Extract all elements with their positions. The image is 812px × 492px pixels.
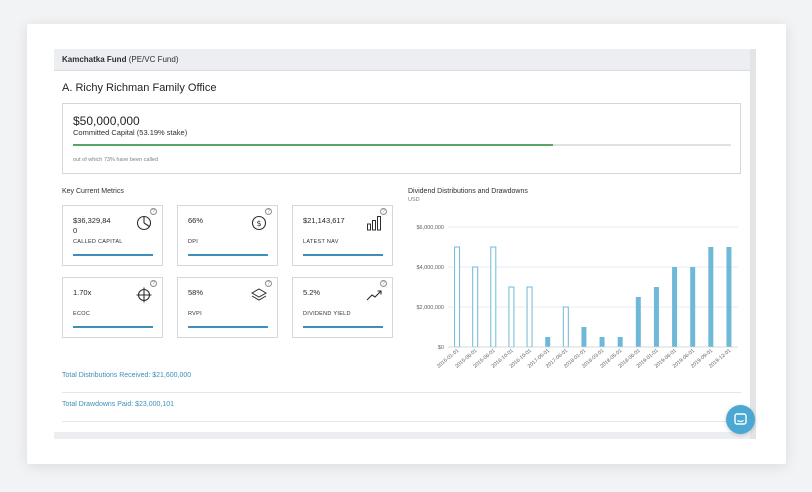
help-icon[interactable]: ?	[265, 208, 272, 215]
help-icon[interactable]: ?	[380, 208, 387, 215]
called-progress-fill	[73, 144, 554, 146]
fund-type: (PE/VC Fund)	[128, 55, 179, 64]
fund-header: Kamchatka Fund (PE/VC Fund)	[54, 49, 750, 71]
metric-card-called-capital: $36,329,84 0 CALLED CAPITAL ?	[62, 205, 163, 266]
called-note: out of which 73% have been called	[73, 157, 159, 163]
help-icon[interactable]: ?	[265, 280, 272, 287]
metric-card-dpi: 66% DPI ? $	[177, 205, 278, 266]
dollar-coin-icon: $	[251, 215, 267, 231]
chart-unit: USD	[408, 197, 420, 203]
committed-label: Committed Capital (53.19% stake)	[73, 128, 188, 137]
chart-bar	[690, 267, 696, 347]
footer-band	[54, 432, 750, 439]
metric-value: $36,329,84 0	[73, 216, 111, 235]
metric-label: LATEST NAV	[303, 239, 339, 245]
chart-bar	[454, 246, 461, 348]
divider	[62, 421, 741, 422]
crosshair-icon	[136, 287, 152, 303]
metric-underline	[188, 254, 268, 256]
bar-chart-icon	[367, 216, 381, 231]
total-drawdowns-link[interactable]: Total Drawdowns Paid: $23,000,101	[62, 401, 175, 408]
chat-launcher-button[interactable]	[726, 405, 755, 434]
metric-card-ecoc: 1.70x ECOC ?	[62, 277, 163, 338]
metric-value: 1.70x	[73, 288, 92, 297]
dividend-chart: $0$2,000,000$4,000,000$6,000,0002015-01-…	[416, 225, 738, 370]
metric-label: CALLED CAPITAL	[73, 239, 123, 245]
metric-card-latest-nav: $21,143,617 LATEST NAV ?	[292, 205, 393, 266]
help-icon[interactable]: ?	[150, 280, 157, 287]
svg-text:$: $	[256, 219, 261, 228]
chat-icon	[734, 413, 747, 425]
metrics-section-title: Key Current Metrics	[62, 188, 124, 195]
chart-bar	[490, 246, 497, 348]
chart-bar	[562, 306, 569, 348]
divider	[62, 392, 741, 393]
committed-amount: $50,000,000	[73, 114, 140, 128]
chart-bar	[653, 287, 659, 347]
help-icon[interactable]: ?	[380, 280, 387, 287]
metric-label: DIVIDEND YIELD	[303, 311, 351, 317]
fund-name: Kamchatka Fund	[62, 55, 127, 64]
metric-card-rvpi: 58% RVPI ?	[177, 277, 278, 338]
total-distributions-link[interactable]: Total Distributions Received: $21,600,00…	[62, 372, 192, 379]
scrollbar[interactable]	[750, 49, 756, 439]
y-tick-label: $2,000,000	[416, 305, 444, 311]
chart-bar	[508, 286, 515, 348]
metric-label: ECOC	[73, 311, 91, 317]
chart-bar	[635, 297, 641, 347]
trend-line-icon	[366, 290, 382, 301]
chart-bar	[545, 337, 551, 347]
chart-bar	[672, 267, 678, 347]
metric-value: $21,143,617	[303, 216, 345, 225]
metric-value: 5.2%	[303, 288, 321, 297]
chart-bar	[472, 266, 479, 348]
y-tick-label: $4,000,000	[416, 265, 444, 271]
metric-underline	[303, 254, 383, 256]
chart-bar	[726, 247, 732, 347]
layers-icon	[251, 288, 267, 301]
chart-bar	[599, 337, 605, 347]
metric-underline	[73, 326, 153, 328]
metric-value: 66%	[188, 216, 204, 225]
metric-underline	[188, 326, 268, 328]
chart-title: Dividend Distributions and Drawdowns	[408, 188, 528, 195]
page-title: A. Richy Richman Family Office	[62, 82, 217, 94]
chart-bar	[581, 327, 587, 347]
chart-bar	[526, 286, 533, 348]
metric-value: 58%	[188, 288, 204, 297]
pie-chart-icon	[136, 215, 152, 231]
chart-bar	[617, 337, 623, 347]
committed-capital-panel: $50,000,000 Committed Capital (53.19% st…	[62, 103, 741, 174]
y-tick-label: $6,000,000	[416, 225, 444, 231]
chart-bar	[708, 247, 714, 347]
metric-card-dividend-yield: 5.2% DIVIDEND YIELD ?	[292, 277, 393, 338]
metric-underline	[73, 254, 153, 256]
y-tick-label: $0	[438, 345, 444, 351]
metric-label: DPI	[188, 239, 199, 245]
metric-label: RVPI	[188, 311, 202, 317]
metric-underline	[303, 326, 383, 328]
help-icon[interactable]: ?	[150, 208, 157, 215]
called-progress-bar	[73, 144, 731, 146]
